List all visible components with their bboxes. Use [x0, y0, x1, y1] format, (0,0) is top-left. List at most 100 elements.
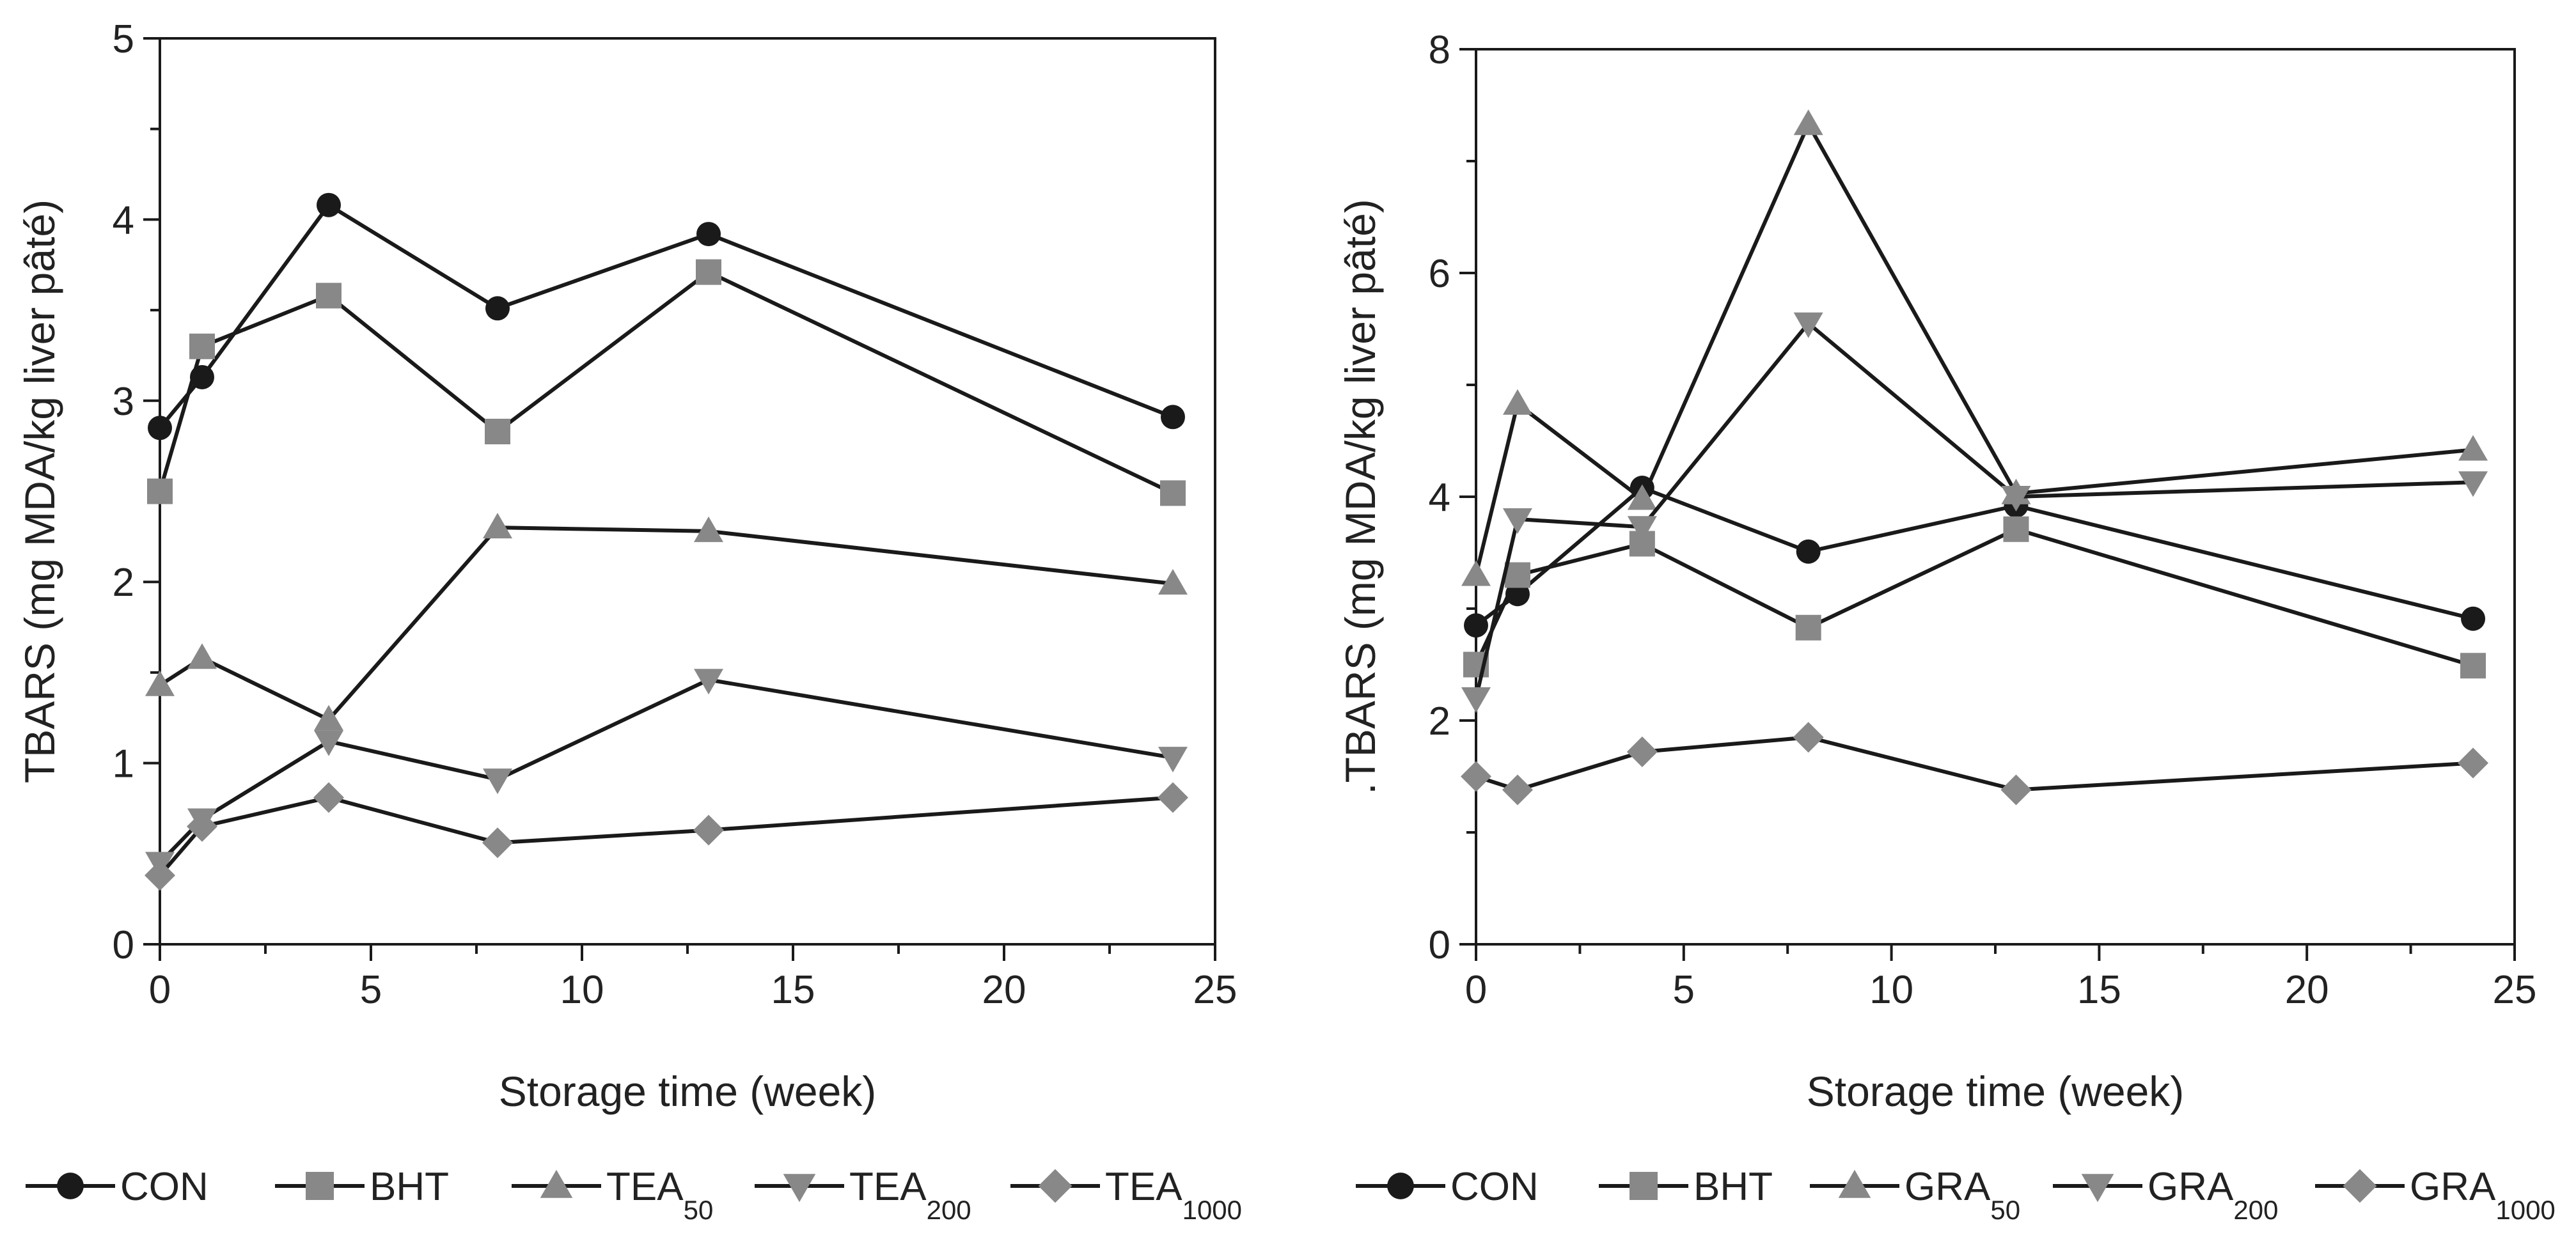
data-point [485, 418, 510, 444]
data-point [145, 860, 175, 891]
x-tick-label: 5 [360, 968, 382, 1012]
data-point [1158, 569, 1188, 595]
data-point [313, 782, 344, 813]
legend-item: CON [1356, 1165, 1539, 1209]
y-tick-label: 1 [113, 742, 134, 786]
legend-label: GRA1000 [2410, 1165, 2556, 1225]
data-point [187, 811, 217, 842]
series-tea1000 [145, 782, 1188, 891]
x-axis-title: Storage time (week) [1807, 1068, 2185, 1115]
data-point [1626, 736, 1658, 767]
x-tick-label: 15 [2077, 968, 2121, 1012]
data-point [1461, 687, 1491, 713]
legend-item: CON [26, 1165, 208, 1209]
legend-marker [1838, 1169, 1871, 1198]
data-point [1461, 761, 1491, 792]
x-tick-label: 15 [771, 968, 815, 1012]
data-point [189, 333, 215, 359]
series-tea200 [145, 669, 1188, 878]
data-point [187, 643, 217, 669]
legend-subscript: 50 [1990, 1195, 2020, 1225]
data-point [1504, 562, 1530, 588]
data-point [1793, 722, 1824, 753]
series-line [158, 678, 1174, 864]
legend-item: GRA50 [1810, 1165, 2020, 1225]
y-tick-label: 0 [113, 923, 134, 967]
legend-subscript: 1000 [1182, 1195, 1242, 1225]
legend-subscript: 200 [2233, 1195, 2278, 1225]
y-tick-label: 8 [1429, 28, 1450, 72]
x-tick-label: 10 [560, 968, 604, 1012]
series-line [159, 526, 1174, 722]
plot-frame [159, 37, 1216, 946]
x-tick-label: 0 [149, 968, 171, 1012]
data-point [2458, 435, 2488, 461]
data-point [1627, 484, 1657, 510]
series-line [158, 270, 1174, 495]
series-bht [1463, 516, 2486, 679]
series-line [158, 203, 1174, 430]
series-line [1474, 122, 2474, 576]
data-point [483, 768, 512, 795]
data-point [2461, 606, 2486, 631]
legend-label: TEA200 [849, 1165, 971, 1225]
legend-marker [783, 1174, 816, 1203]
data-point [1795, 614, 1821, 641]
data-point [694, 669, 723, 695]
legend-subscript: 200 [927, 1195, 971, 1225]
data-point [1158, 747, 1188, 773]
series-gra200 [1461, 312, 2488, 713]
data-point [147, 478, 173, 504]
data-point [2460, 653, 2486, 679]
y-tick-label: 5 [113, 17, 134, 61]
series-line [1475, 486, 2474, 627]
chart-panel-2: 0 5 10 15 20 25 0 2 4 6 8 Storage time (week) .TBARS… [1337, 28, 2556, 1225]
legend-item: GRA200 [2053, 1165, 2278, 1225]
data-point [1461, 560, 1491, 586]
data-point [317, 192, 341, 217]
legend-marker [1387, 1173, 1414, 1199]
data-point [1796, 539, 1821, 564]
data-point [693, 814, 724, 846]
legend-marker [2343, 1169, 2377, 1203]
data-point [1793, 109, 1823, 136]
legend-item: BHT [275, 1165, 449, 1209]
x-tick-label: 5 [1673, 968, 1695, 1012]
data-point [696, 259, 721, 285]
data-point [2458, 747, 2489, 779]
y-axis-title: .TBARS (mg MDA/kg liver pâté) [1337, 199, 1384, 795]
legend-label: GRA200 [2148, 1165, 2278, 1225]
data-point [1627, 516, 1657, 542]
data-point [1464, 613, 1488, 638]
legend-item: TEA1000 [1010, 1165, 1242, 1225]
legend: CON BHT GRA50 GRA200 GRA1000 [1356, 1165, 2556, 1225]
x-tick-label: 25 [1193, 968, 1237, 1012]
legend-marker [1630, 1172, 1658, 1200]
legend-item: BHT [1599, 1165, 1773, 1209]
legend: CON BHT TEA50 TEA200 TEA1000 [26, 1165, 1242, 1225]
x-axis-title: Storage time (week) [499, 1068, 877, 1115]
data-point [2003, 516, 2029, 542]
y-tick-label: 3 [113, 380, 134, 424]
data-point [1158, 782, 1188, 813]
legend-item: GRA1000 [2315, 1165, 2556, 1225]
legend-item: TEA200 [755, 1165, 971, 1225]
data-point [316, 283, 342, 309]
legend-label: TEA1000 [1105, 1165, 1242, 1225]
data-point [314, 730, 343, 756]
data-point [148, 416, 172, 440]
x-tick-label: 20 [2285, 968, 2329, 1012]
legend-item: TEA50 [512, 1165, 713, 1225]
series-bht [147, 259, 1186, 506]
y-tick-label: 4 [1429, 476, 1450, 520]
series-gra1000 [1461, 722, 2489, 806]
legend-marker [57, 1173, 84, 1199]
legend-label: GRA50 [1905, 1165, 2020, 1225]
legend-label: CON [120, 1165, 208, 1209]
legend-label: CON [1450, 1165, 1539, 1209]
legend-label: TEA50 [606, 1165, 713, 1225]
data-point [1160, 480, 1186, 506]
legend-subscript: 1000 [2495, 1195, 2555, 1225]
series-line [158, 795, 1174, 877]
